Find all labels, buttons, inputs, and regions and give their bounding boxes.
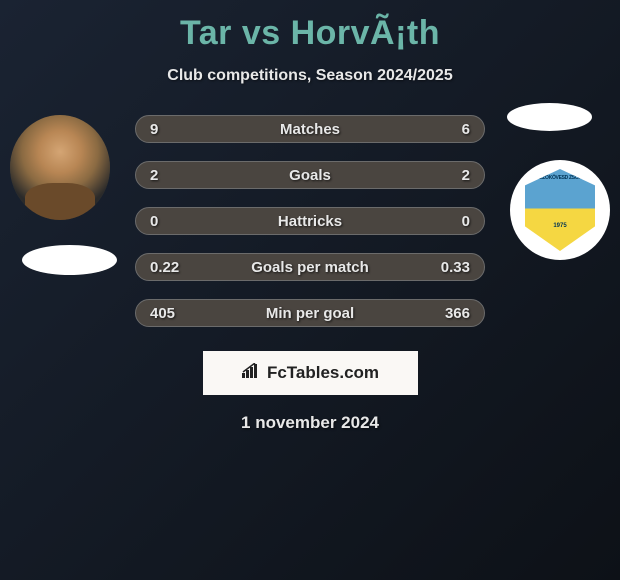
stat-row-min-per-goal: 405 Min per goal 366 [135, 299, 485, 327]
stat-label: Hattricks [278, 213, 342, 230]
stat-row-matches: 9 Matches 6 [135, 115, 485, 143]
player-right-club-badge: MEZŐKÖVESD ZSÓRY 1975 [510, 160, 610, 260]
stat-right-value: 366 [445, 305, 470, 322]
stats-list: 9 Matches 6 2 Goals 2 0 Hattricks 0 0.22… [135, 115, 485, 327]
badge-year: 1975 [525, 223, 595, 229]
stat-right-value: 2 [462, 167, 470, 184]
stat-row-goals-per-match: 0.22 Goals per match 0.33 [135, 253, 485, 281]
date: 1 november 2024 [241, 413, 379, 433]
subtitle: Club competitions, Season 2024/2025 [167, 67, 452, 85]
infographic-container: Tar vs HorvÃ¡th Club competitions, Seaso… [0, 0, 620, 443]
watermark: FcTables.com [203, 351, 418, 395]
stat-right-value: 0.33 [441, 259, 470, 276]
player-left-flag [22, 245, 117, 275]
stat-label: Min per goal [266, 305, 354, 322]
stat-left-value: 405 [150, 305, 175, 322]
stat-left-value: 9 [150, 121, 158, 138]
stat-label: Matches [280, 121, 340, 138]
stat-left-value: 0.22 [150, 259, 179, 276]
stat-label: Goals per match [251, 259, 369, 276]
stat-row-hattricks: 0 Hattricks 0 [135, 207, 485, 235]
stat-row-goals: 2 Goals 2 [135, 161, 485, 189]
player-face-placeholder [10, 115, 110, 220]
badge-shield: MEZŐKÖVESD ZSÓRY 1975 [525, 169, 595, 251]
page-title: Tar vs HorvÃ¡th [180, 14, 440, 53]
main-area: MEZŐKÖVESD ZSÓRY 1975 9 Matches 6 2 Goal… [0, 115, 620, 327]
player-left-photo [10, 115, 110, 220]
stat-right-value: 0 [462, 213, 470, 230]
badge-top-text: MEZŐKÖVESD ZSÓRY [525, 175, 595, 181]
stat-label: Goals [289, 167, 331, 184]
player-right-flag [507, 103, 592, 131]
chart-icon [241, 363, 261, 384]
watermark-text: FcTables.com [267, 363, 379, 383]
stat-left-value: 0 [150, 213, 158, 230]
stat-left-value: 2 [150, 167, 158, 184]
stat-right-value: 6 [462, 121, 470, 138]
